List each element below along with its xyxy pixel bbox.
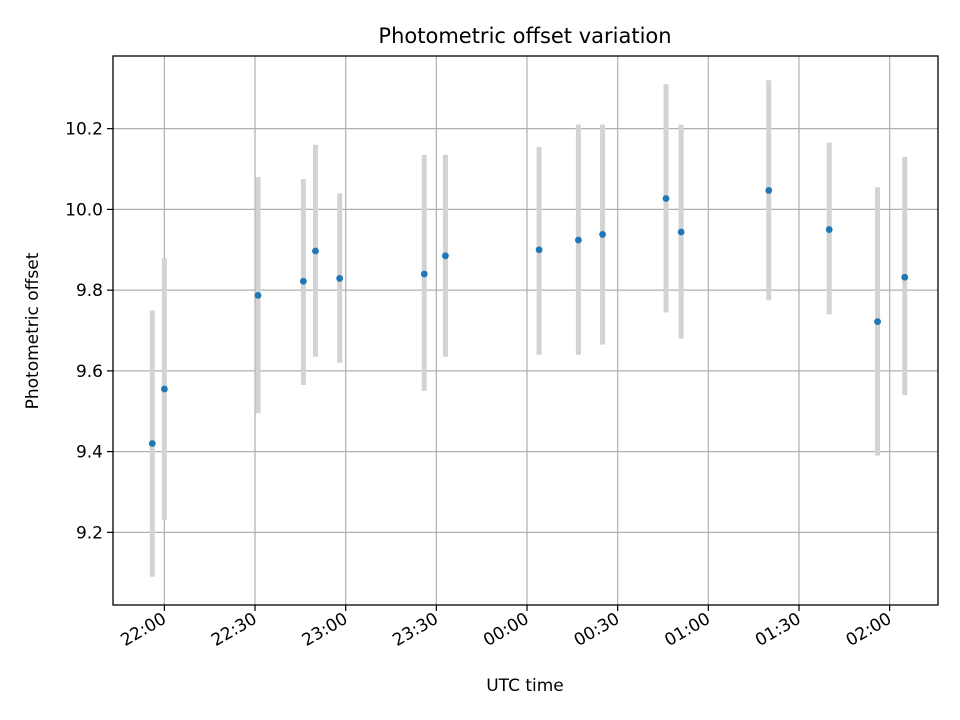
x-tick-label: 23:30 bbox=[389, 609, 441, 651]
error-bars bbox=[149, 80, 908, 577]
x-axis-ticks: 22:00 22:30 23:00 23:30 00:00 00:30 01:00 01:30… bbox=[117, 605, 895, 651]
data-point bbox=[535, 246, 543, 254]
y-tick-label: 9.2 bbox=[76, 523, 103, 543]
data-point bbox=[442, 252, 449, 260]
data-point bbox=[599, 231, 606, 238]
plot-frame bbox=[112, 55, 939, 606]
data-point bbox=[677, 228, 685, 236]
data-point bbox=[254, 291, 262, 299]
y-tick-label: 9.4 bbox=[76, 443, 103, 463]
y-axis-label: Photometric offset bbox=[23, 252, 43, 409]
x-axis-label: UTC time bbox=[486, 676, 564, 696]
y-tick-label: 9.6 bbox=[76, 362, 103, 382]
x-tick-label: 23:00 bbox=[299, 609, 351, 651]
x-tick-label: 00:00 bbox=[480, 609, 532, 651]
y-tick-label: 9.8 bbox=[76, 281, 103, 301]
data-point bbox=[420, 270, 428, 278]
x-tick-label: 01:30 bbox=[752, 609, 804, 651]
x-tick-label: 02:00 bbox=[843, 609, 895, 651]
data-point bbox=[299, 277, 307, 285]
data-point bbox=[148, 440, 156, 447]
chart-title: Photometric offset variation bbox=[378, 24, 671, 48]
y-tick-label: 10.2 bbox=[65, 120, 103, 140]
data-point bbox=[160, 385, 168, 393]
x-tick-label: 22:30 bbox=[208, 609, 260, 651]
data-point bbox=[765, 187, 773, 194]
data-point bbox=[312, 247, 319, 255]
y-axis-ticks: 9.2 9.4 9.6 9.8 10.0 10.2 bbox=[65, 120, 113, 543]
data-point bbox=[574, 236, 582, 244]
data-point bbox=[901, 273, 909, 281]
x-tick-label: 00:30 bbox=[571, 609, 623, 651]
x-tick-label: 01:00 bbox=[661, 609, 713, 651]
data-point bbox=[874, 318, 881, 326]
x-tick-label: 22:00 bbox=[117, 609, 169, 651]
data-point bbox=[662, 195, 670, 202]
data-point bbox=[825, 226, 833, 233]
y-tick-label: 10.0 bbox=[65, 200, 103, 220]
grid bbox=[113, 56, 938, 605]
data-point bbox=[336, 275, 344, 282]
data-points bbox=[148, 187, 909, 447]
